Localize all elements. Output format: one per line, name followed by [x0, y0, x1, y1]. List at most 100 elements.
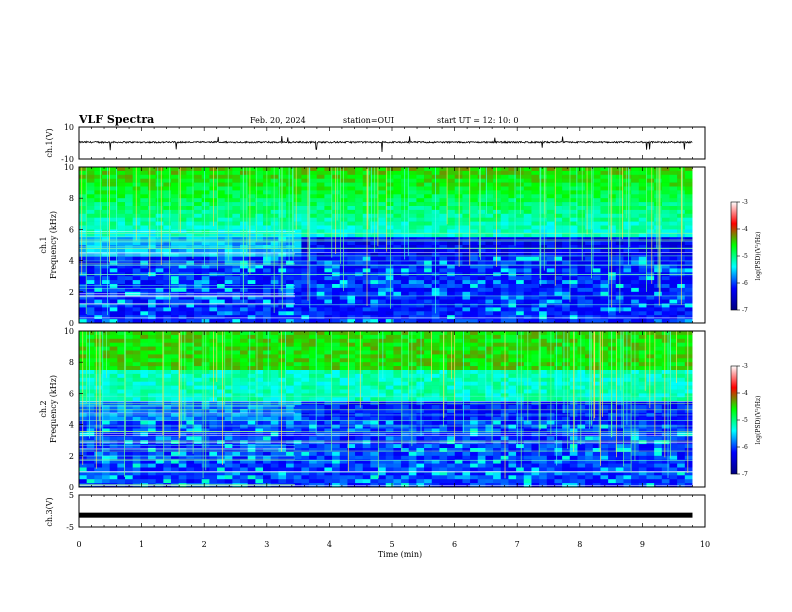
- spectrogram-cell: [531, 393, 540, 398]
- spectrogram-cell: [186, 405, 195, 410]
- spectrogram-cell: [240, 299, 249, 304]
- spectrogram-cell: [516, 342, 525, 347]
- spectrogram-cell: [255, 342, 264, 347]
- spectrogram-cell: [508, 217, 517, 222]
- spectrogram-cell: [163, 209, 172, 215]
- spectrogram-cell: [247, 194, 256, 199]
- spectrogram-cell: [240, 280, 249, 285]
- spectrogram-cell: [454, 381, 463, 386]
- spectrogram-cell: [140, 307, 149, 312]
- spectrogram-cell: [493, 209, 502, 215]
- spectrogram-cell: [324, 241, 333, 246]
- spectrogram-cell: [516, 233, 525, 238]
- spectrogram-cell: [684, 229, 693, 234]
- spectrogram-cell: [309, 315, 318, 320]
- spectrogram-cell: [370, 256, 379, 261]
- spectrogram-cell: [339, 381, 348, 386]
- spectrogram-cell: [324, 381, 333, 386]
- spectrogram-cell: [539, 342, 548, 347]
- spectrogram-cell: [293, 268, 302, 273]
- spectrogram-cell: [270, 237, 279, 242]
- spectrogram-cell: [148, 350, 156, 355]
- spectrogram-cell: [140, 370, 149, 375]
- spectrogram-cell: [661, 174, 670, 179]
- spectrogram-cell: [516, 209, 525, 215]
- spectrogram-cell: [485, 342, 494, 347]
- spectrogram-cell: [102, 334, 110, 340]
- spectrogram-cell: [355, 245, 364, 250]
- spectrogram-cell: [286, 178, 295, 183]
- spectrogram-cell: [278, 315, 287, 320]
- spectrogram-cell: [125, 206, 133, 211]
- spectrogram-cell: [470, 268, 479, 273]
- spectrogram-cell: [477, 194, 486, 199]
- spectrogram-cell: [232, 342, 241, 347]
- spectrogram-cell: [646, 217, 655, 222]
- spectrogram-cell: [585, 237, 594, 242]
- spectrogram-cell: [677, 315, 686, 320]
- spectrogram-cell: [669, 377, 678, 382]
- spectrogram-cell: [408, 299, 417, 304]
- spectrogram-cell: [125, 264, 133, 269]
- spectrogram-cell: [355, 350, 364, 355]
- spectrogram-cell: [232, 287, 241, 293]
- spectrogram-cell: [447, 389, 456, 394]
- spectrogram-cell: [385, 229, 394, 234]
- spectrogram-cell: [94, 190, 103, 195]
- spectrogram-cell: [485, 385, 494, 390]
- spectrogram-cell: [217, 190, 225, 195]
- spectrogram-cell: [186, 280, 195, 285]
- spectrogram-cell: [224, 202, 233, 207]
- spectrogram-cell: [684, 206, 693, 211]
- spectrogram-cell: [562, 366, 571, 371]
- spectrogram-cell: [217, 264, 225, 269]
- spectrogram-cell: [255, 248, 264, 254]
- spectrogram-cell: [424, 170, 433, 176]
- spectrogram-cell: [531, 295, 540, 300]
- spectrogram-cell: [109, 373, 118, 379]
- spectrogram-cell: [661, 280, 670, 285]
- spectrogram-cell: [416, 225, 425, 230]
- spectrogram-cell: [539, 370, 548, 375]
- spectrogram-cell: [539, 237, 548, 242]
- spectrogram-cell: [332, 385, 341, 390]
- spectrogram-cell: [623, 252, 632, 257]
- spectrogram-cell: [470, 334, 479, 340]
- spectrogram-cell: [661, 315, 670, 320]
- spectrogram-cell: [585, 178, 594, 183]
- spectrogram-cell: [163, 389, 172, 394]
- spectrogram-cell: [79, 213, 87, 218]
- spectrogram-cell: [416, 397, 425, 402]
- spectrogram-cell: [608, 229, 617, 234]
- spectrogram-cell: [270, 307, 279, 312]
- spectrogram-cell: [232, 284, 241, 289]
- spectrogram-cell: [186, 350, 195, 355]
- spectrogram-cell: [385, 315, 394, 320]
- spectrogram-cell: [554, 377, 563, 382]
- spectrogram-cell: [140, 342, 149, 347]
- spectrogram-cell: [600, 252, 609, 257]
- spectrogram-cell: [171, 256, 179, 261]
- spectrogram-cell: [562, 307, 571, 312]
- spectrogram-cell: [447, 311, 456, 316]
- spectrogram-cell: [408, 385, 417, 390]
- spectrogram-cell: [125, 338, 133, 343]
- spectrogram-cell: [385, 252, 394, 257]
- spectrogram-cell: [523, 315, 532, 320]
- spectrogram-cell: [623, 170, 632, 176]
- spectrogram-cell: [255, 315, 264, 320]
- spectrogram-cell: [646, 303, 655, 308]
- spectrogram-cell: [286, 381, 295, 386]
- spectrogram-cell: [661, 311, 670, 316]
- spectrogram-cell: [117, 237, 126, 242]
- spectrogram-cell: [194, 377, 202, 382]
- spectrogram-cell: [217, 287, 225, 293]
- spectrogram-cell: [301, 209, 310, 215]
- spectrogram-cell: [339, 303, 348, 308]
- spectrogram-cell: [201, 248, 210, 254]
- spectrogram-cell: [439, 295, 448, 300]
- spectrogram-cell: [661, 389, 670, 394]
- spectrogram-cell: [178, 315, 187, 320]
- spectrogram-cell: [347, 315, 356, 320]
- spectrogram-cell: [155, 307, 164, 312]
